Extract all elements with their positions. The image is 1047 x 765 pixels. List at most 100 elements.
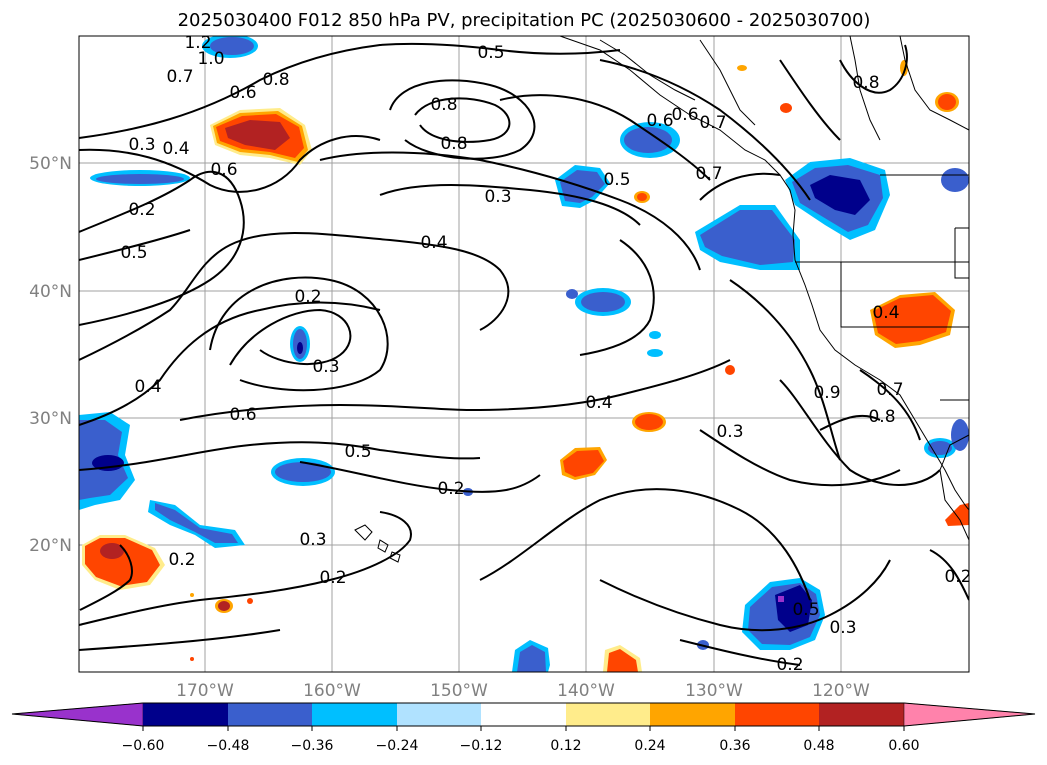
longitude-labels: 170°W 160°W 150°W 140°W 130°W 120°W [176,681,870,701]
contour-label: 0.5 [344,442,371,462]
colorbar-tick-label: 0.12 [550,738,581,754]
contour-label: 0.7 [699,113,726,133]
colorbar-tick-label: 0.60 [888,738,919,754]
pos-blob-141w-26n [560,447,607,480]
lon-label: 120°W [812,681,870,701]
colorbar-ticks [142,726,905,731]
contour-label: 0.3 [484,187,511,207]
contour-label: 0.7 [695,164,722,184]
lon-label: 130°W [685,681,743,701]
colorbar-tick-labels: −0.60 −0.48 −0.36 −0.24 −0.12 0.12 0.24 … [122,738,920,754]
colorbar-segment [566,703,650,726]
contour-label: 0.4 [585,393,612,413]
colorbar-arrow-low [11,702,144,727]
pos-small-patches [190,60,959,661]
colorbar-segment [735,703,819,726]
contour-label: 0.7 [166,67,193,87]
colorbar-tick-label: −0.24 [376,738,419,754]
contour-label: 0.6 [671,105,698,125]
contour-label: 0.3 [829,618,856,638]
pos-blob-137w-29n [632,412,666,432]
latitude-labels: 50°N 40°N 30°N 20°N [29,154,72,556]
pos-blob-ca [870,292,955,348]
neg-blob-142w-40n [575,288,631,316]
contour-label: 0.3 [299,530,326,550]
neg-blob-west-50n [90,170,190,186]
contour-label: 0.8 [262,70,289,90]
contour-label: 1.2 [184,33,211,53]
contour-label: 0.8 [440,134,467,154]
colorbar-tick-label: −0.60 [122,738,165,754]
map-title: 2025030400 F012 850 hPa PV, precipitatio… [178,10,871,31]
lat-label: 20°N [29,536,72,556]
contour-label: 1.0 [197,49,224,69]
contour-label: 0.6 [210,160,237,180]
contour-label: 0.4 [872,303,899,323]
colorbar-segment [228,703,312,726]
pos-blob-167w-53n [210,108,312,165]
lon-label: 160°W [303,681,361,701]
colorbar-segment [650,703,735,726]
lat-label: 50°N [29,154,72,174]
contour-label: 0.2 [128,200,155,220]
colorbar-tick-label: −0.48 [207,738,250,754]
neg-blob-socal [924,419,969,458]
contour-label: 0.7 [876,380,903,400]
contour-label: 0.5 [603,170,630,190]
colorbar-tick-label: 0.36 [719,738,750,754]
contour-label: 0.2 [944,567,971,587]
contour-label: 0.5 [792,600,819,620]
contour-labels: 1.2 1.0 0.7 0.8 0.5 0.6 0.3 0.4 0.8 0.6 … [120,33,971,675]
contour-label: 0.6 [229,83,256,103]
lon-label: 150°W [430,681,488,701]
contour-label: 0.4 [162,139,189,159]
contour-label: 0.4 [134,377,161,397]
lon-label: 170°W [176,681,234,701]
colorbar-tick-label: −0.12 [460,738,503,754]
contour-label: 0.3 [312,357,339,377]
pos-blob-175w-20n [82,535,165,590]
lat-label: 40°N [29,282,72,302]
neg-blob-138w-52n [620,122,680,158]
coastlines [354,36,969,563]
colorbar-segment [312,703,397,726]
lon-label: 140°W [557,681,615,701]
colorbar-tick-label: 0.24 [634,738,665,754]
pos-blob-140w-12n [603,645,642,672]
colorbar-tick-label: 0.48 [803,738,834,754]
contour-label: 0.2 [294,287,321,307]
map-frame [78,35,970,673]
colorbar: −0.60 −0.48 −0.36 −0.24 −0.12 0.12 0.24 … [11,702,1036,754]
colorbar-segment [143,703,228,726]
contour-label: 0.5 [477,43,504,63]
contour-label: 0.4 [420,233,447,253]
contour-label: 0.2 [776,655,803,675]
neg-blob-nw [202,36,258,58]
pv-contours [79,42,969,666]
map-panel: 1.2 1.0 0.7 0.8 0.5 0.6 0.3 0.4 0.8 0.6 … [29,33,971,701]
contour-label: 0.3 [716,422,743,442]
colorbar-arrow-high [903,702,1036,727]
neg-blob-160w-35n [290,326,310,362]
neg-blob-pnw [785,158,969,240]
colorbar-segment [397,703,481,726]
contour-label: 0.2 [168,550,195,570]
contour-label: 0.9 [813,383,840,403]
neg-blob-128w-44n [695,205,800,270]
neg-blob-sw-chain [148,500,245,548]
contour-label: 0.6 [646,111,673,131]
contour-label: 0.2 [319,568,346,588]
precip-positive-shading [82,60,969,672]
contour-label: 0.2 [437,479,464,499]
contour-label: 0.3 [128,135,155,155]
colorbar-segment [481,703,566,726]
contour-label: 0.8 [430,95,457,115]
colorbar-tick-label: −0.36 [291,738,334,754]
pos-blob-baja [945,503,969,526]
precip-negative-shading [79,36,969,672]
contour-label: 0.6 [229,405,256,425]
contour-label: 0.8 [852,73,879,93]
lat-label: 30°N [29,409,72,429]
neg-blob-145w-12n [512,640,550,672]
